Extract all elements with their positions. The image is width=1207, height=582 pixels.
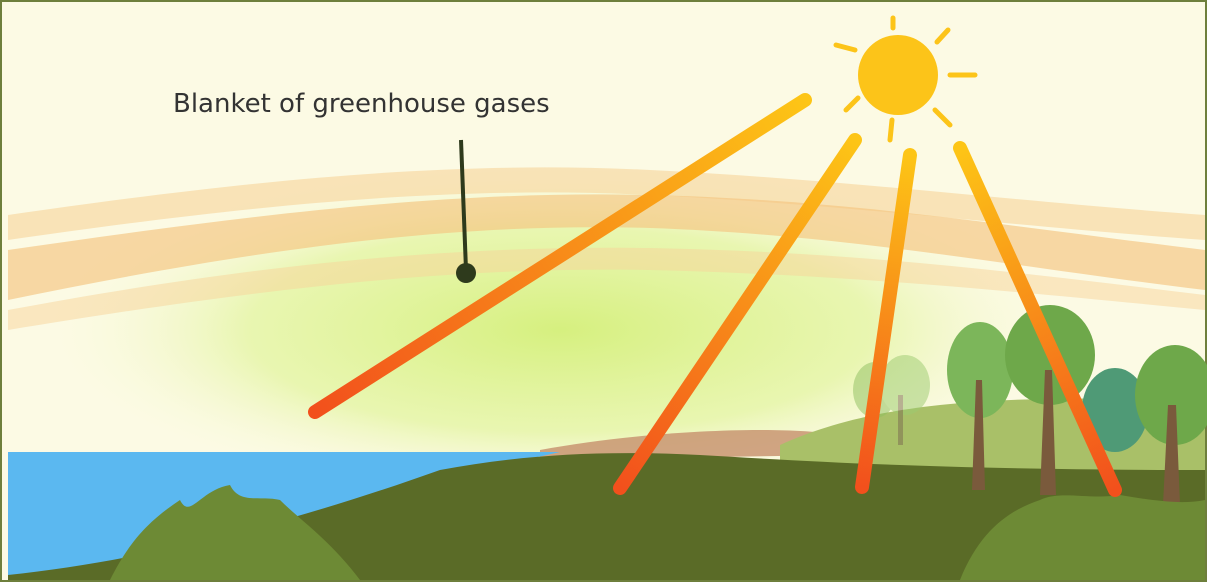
label: Blanket of greenhouse gases <box>173 89 550 119</box>
sun <box>858 35 938 115</box>
greenhouse-illustration: Blanket of greenhouse gases <box>0 0 1207 582</box>
pointer-dot <box>456 263 476 283</box>
